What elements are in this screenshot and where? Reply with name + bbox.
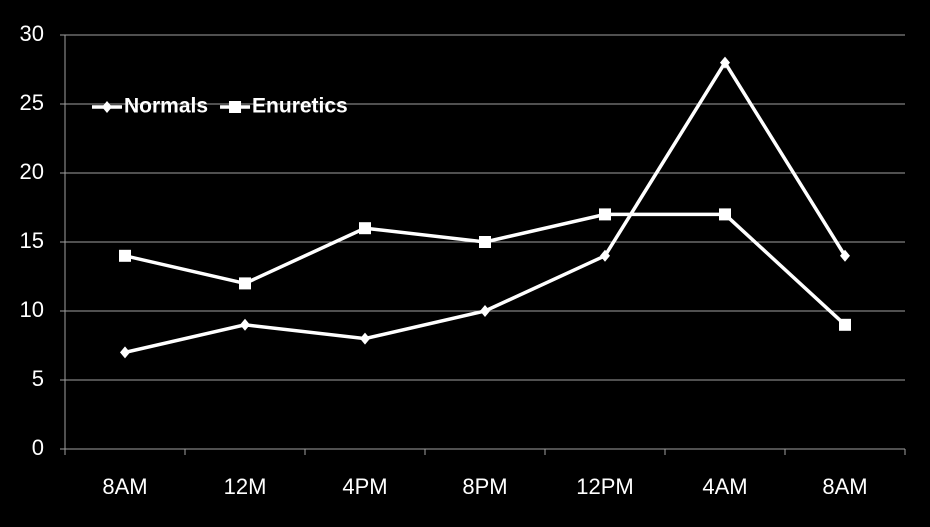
- data-point: [119, 249, 131, 262]
- legend-text: Enuretics: [252, 95, 348, 118]
- data-point: [239, 277, 251, 290]
- legend-marker: [229, 101, 242, 113]
- y-tick-label: 20: [20, 159, 44, 184]
- y-tick-label: 15: [20, 228, 44, 253]
- data-point: [240, 318, 250, 331]
- data-point: [120, 346, 130, 359]
- data-point: [719, 208, 731, 221]
- y-tick-label: 0: [32, 435, 44, 460]
- data-point: [600, 249, 610, 262]
- legend-marker: [102, 101, 112, 113]
- x-tick-label: 8PM: [462, 474, 507, 499]
- x-tick-label: 4PM: [342, 474, 387, 499]
- data-point: [839, 318, 851, 331]
- data-point: [359, 222, 371, 235]
- x-tick-label: 4AM: [702, 474, 747, 499]
- data-point: [360, 332, 370, 345]
- data-point: [599, 208, 611, 221]
- data-point: [840, 249, 850, 262]
- y-tick-label: 30: [20, 21, 44, 46]
- x-tick-label: 8AM: [822, 474, 867, 499]
- y-tick-label: 25: [20, 90, 44, 115]
- y-tick-label: 10: [20, 297, 44, 322]
- data-point: [480, 305, 490, 317]
- data-point: [479, 236, 491, 248]
- legend-text: Normals: [124, 95, 208, 118]
- x-tick-label: 12PM: [576, 474, 633, 499]
- data-point: [720, 56, 730, 69]
- y-tick-label: 5: [32, 366, 44, 391]
- x-tick-label: 8AM: [102, 474, 147, 499]
- x-tick-label: 12M: [224, 474, 267, 499]
